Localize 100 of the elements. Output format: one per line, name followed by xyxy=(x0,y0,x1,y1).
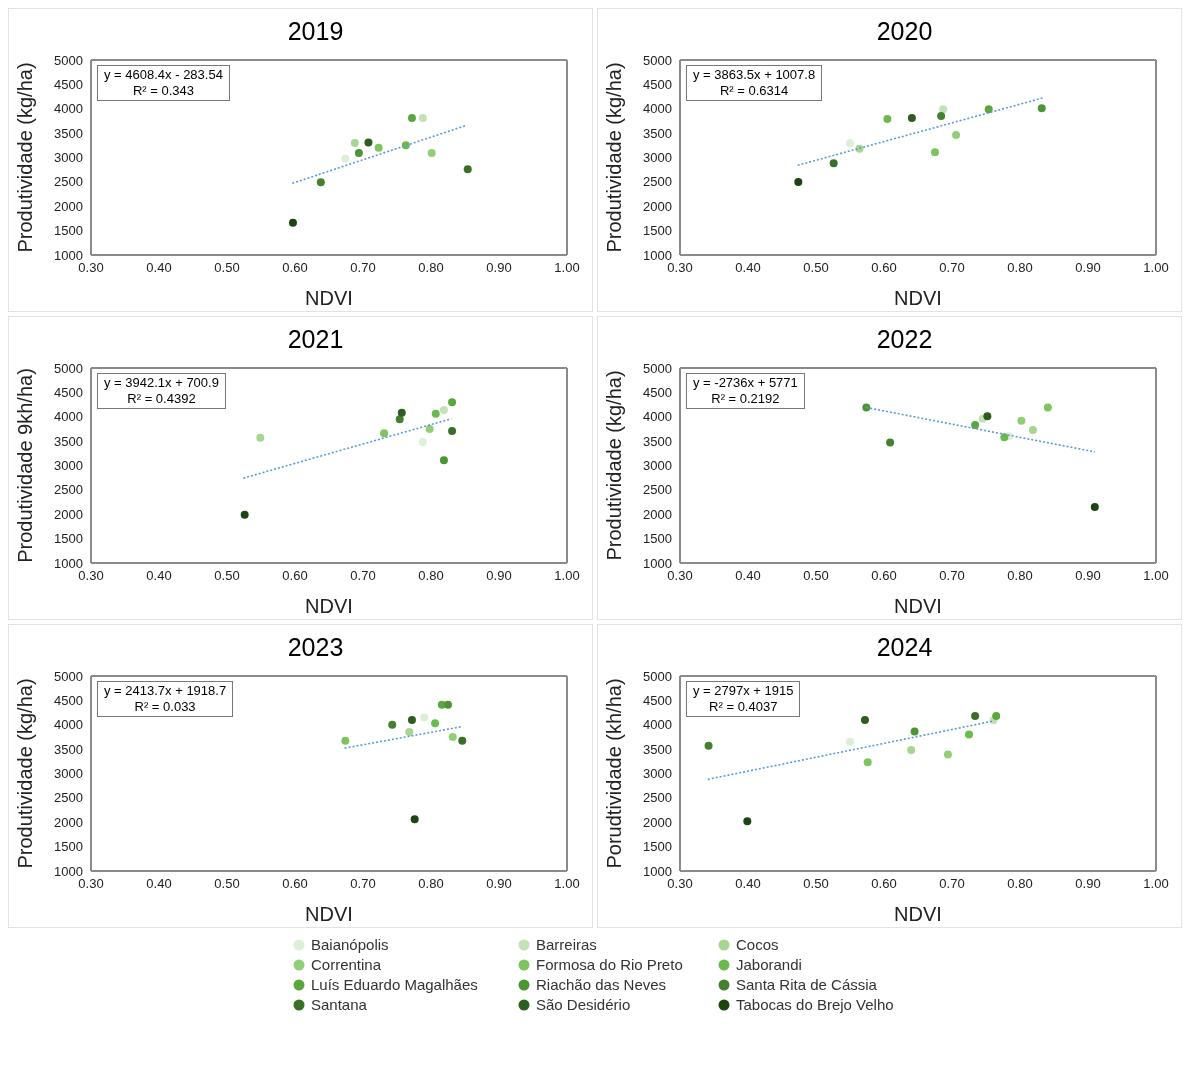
point xyxy=(965,730,973,739)
point xyxy=(427,149,436,158)
y-tick-label: 4500 xyxy=(54,384,83,400)
x-tick-label: 0.80 xyxy=(418,568,444,584)
x-tick-label: 1.00 xyxy=(1143,260,1169,276)
y-tick-label: 2500 xyxy=(54,790,83,806)
y-tick-label: 1000 xyxy=(643,247,672,263)
point xyxy=(1037,104,1046,113)
x-tick-label: 0.30 xyxy=(667,260,693,276)
point xyxy=(1043,403,1052,412)
x-tick-label: 0.90 xyxy=(486,876,512,892)
point xyxy=(943,750,952,759)
x-tick-label: 0.70 xyxy=(939,260,965,276)
x-tick-label: 0.80 xyxy=(1007,260,1033,276)
point xyxy=(862,403,871,412)
x-tick-label: 1.00 xyxy=(1143,876,1169,892)
y-tick-label: 1000 xyxy=(54,555,83,571)
y-tick-label: 1000 xyxy=(54,247,83,263)
y-tick-label: 2000 xyxy=(643,198,672,214)
y-tick-label: 4000 xyxy=(643,717,672,733)
x-tick-label: 0.30 xyxy=(78,876,104,892)
point xyxy=(860,715,869,724)
x-tick-label: 0.60 xyxy=(282,876,308,892)
chart-title: 2020 xyxy=(875,16,934,47)
y-tick-label: 2500 xyxy=(643,790,672,806)
x-tick-label: 0.30 xyxy=(78,568,104,584)
x-tick-label: 0.70 xyxy=(350,260,376,276)
y-tick-label: 1500 xyxy=(643,223,672,239)
x-tick-label: 0.30 xyxy=(667,876,693,892)
y-axis-title: Porudtividade (kh/ha) xyxy=(603,678,626,869)
point xyxy=(910,727,919,736)
point xyxy=(350,138,359,147)
y-tick-label: 2000 xyxy=(643,814,672,830)
x-tick-label: 0.60 xyxy=(282,260,308,276)
annotation: R² = 0.6314 xyxy=(718,83,790,99)
x-tick-label: 0.40 xyxy=(146,568,172,584)
annotation: R² = 0.4392 xyxy=(126,391,197,407)
x-tick-label: 0.90 xyxy=(1075,568,1101,584)
annotation: y = 3863.5x + 1007.8 xyxy=(693,67,816,83)
point xyxy=(256,433,265,442)
point xyxy=(1000,433,1009,442)
x-tick-label: 0.70 xyxy=(939,568,965,584)
y-axis-title: Produtividade (kg/ha) xyxy=(603,62,626,253)
annotation: y = 4608.4x - 283.54 xyxy=(104,67,223,83)
y-tick-label: 2500 xyxy=(54,482,83,498)
legend-label: Cocos xyxy=(736,936,779,953)
y-tick-label: 4000 xyxy=(643,101,672,117)
x-axis-title: NDVI xyxy=(305,595,353,617)
chart-title: 2024 xyxy=(875,632,934,663)
point xyxy=(1028,425,1037,434)
x-tick-label: 0.70 xyxy=(939,876,965,892)
point xyxy=(907,114,916,123)
point xyxy=(829,159,838,168)
point xyxy=(846,737,854,746)
point xyxy=(341,154,350,163)
x-tick-label: 0.40 xyxy=(735,568,761,584)
y-tick-label: 3500 xyxy=(54,125,83,141)
y-tick-label: 3000 xyxy=(54,766,83,782)
point xyxy=(1090,502,1099,511)
y-tick-label: 3000 xyxy=(643,766,672,782)
annotation: y = 2413.7x + 1918.7 xyxy=(104,683,227,699)
x-tick-label: 0.40 xyxy=(735,876,761,892)
point xyxy=(883,114,892,123)
point xyxy=(240,510,249,519)
annotation: y = 3942.1x + 700.9 xyxy=(104,375,219,391)
point xyxy=(458,736,467,745)
y-axis-title: Produtividade 9kh/ha) xyxy=(14,368,37,563)
y-tick-label: 4500 xyxy=(54,692,83,708)
x-axis-title: NDVI xyxy=(894,595,942,617)
annotation: R² = 0.343 xyxy=(131,83,195,99)
point xyxy=(439,405,448,414)
y-tick-label: 5000 xyxy=(54,52,83,68)
point xyxy=(931,148,939,157)
y-tick-label: 4000 xyxy=(643,409,672,425)
chart-title: 2023 xyxy=(286,632,345,663)
annotation: R² = 0.033 xyxy=(133,699,197,715)
annotation: R² = 0.4037 xyxy=(708,699,779,715)
y-tick-label: 4500 xyxy=(643,76,672,92)
y-tick-label: 1500 xyxy=(54,531,83,547)
legend-label: Luís Eduardo Magalhães xyxy=(311,976,478,993)
point xyxy=(397,408,406,417)
y-tick-label: 1500 xyxy=(54,223,83,239)
y-tick-label: 1000 xyxy=(643,863,672,879)
y-tick-label: 2000 xyxy=(54,506,83,522)
point xyxy=(354,149,363,158)
point xyxy=(374,143,383,152)
y-tick-label: 3000 xyxy=(54,458,83,474)
point xyxy=(431,719,440,728)
x-tick-label: 0.40 xyxy=(735,260,761,276)
y-tick-label: 1000 xyxy=(54,863,83,879)
legend-label: São Desidério xyxy=(536,996,631,1013)
y-tick-label: 2000 xyxy=(54,814,83,830)
point xyxy=(463,165,472,174)
x-tick-label: 0.50 xyxy=(214,568,240,584)
x-tick-label: 0.60 xyxy=(871,260,897,276)
y-tick-label: 3500 xyxy=(643,125,672,141)
legend-label: Baianópolis xyxy=(311,936,389,953)
point xyxy=(937,112,946,121)
x-tick-label: 1.00 xyxy=(1143,568,1169,584)
annotation: y = -2736x + 5771 xyxy=(693,375,798,391)
